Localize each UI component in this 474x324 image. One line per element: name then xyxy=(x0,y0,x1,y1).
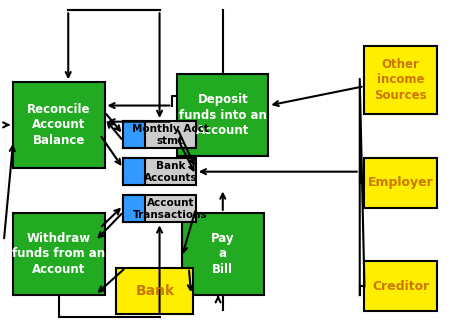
FancyBboxPatch shape xyxy=(116,268,193,314)
Text: Reconcile
Account
Balance: Reconcile Account Balance xyxy=(27,103,91,147)
Text: Monthly Acct
stmt: Monthly Acct stmt xyxy=(132,123,209,145)
Text: Withdraw
funds from an
Account: Withdraw funds from an Account xyxy=(12,232,105,276)
Text: Other
income
Sources: Other income Sources xyxy=(374,58,427,102)
FancyBboxPatch shape xyxy=(177,74,268,156)
Text: Account
Transactions: Account Transactions xyxy=(133,198,208,220)
Text: Creditor: Creditor xyxy=(372,280,429,293)
FancyBboxPatch shape xyxy=(123,158,145,185)
FancyBboxPatch shape xyxy=(365,46,437,114)
Text: Deposit
funds into an
Account: Deposit funds into an Account xyxy=(179,93,267,137)
FancyBboxPatch shape xyxy=(123,195,196,223)
FancyBboxPatch shape xyxy=(123,195,145,223)
FancyBboxPatch shape xyxy=(123,121,196,148)
Text: Bank
Accounts: Bank Accounts xyxy=(144,161,197,183)
Text: Bank: Bank xyxy=(135,284,174,298)
Text: Pay
a
Bill: Pay a Bill xyxy=(211,232,235,276)
FancyBboxPatch shape xyxy=(123,158,196,185)
FancyBboxPatch shape xyxy=(13,213,105,295)
FancyBboxPatch shape xyxy=(123,121,145,148)
FancyBboxPatch shape xyxy=(13,82,105,168)
Text: Employer: Employer xyxy=(368,177,434,190)
FancyBboxPatch shape xyxy=(182,213,264,295)
FancyBboxPatch shape xyxy=(365,261,437,311)
FancyBboxPatch shape xyxy=(365,158,437,208)
